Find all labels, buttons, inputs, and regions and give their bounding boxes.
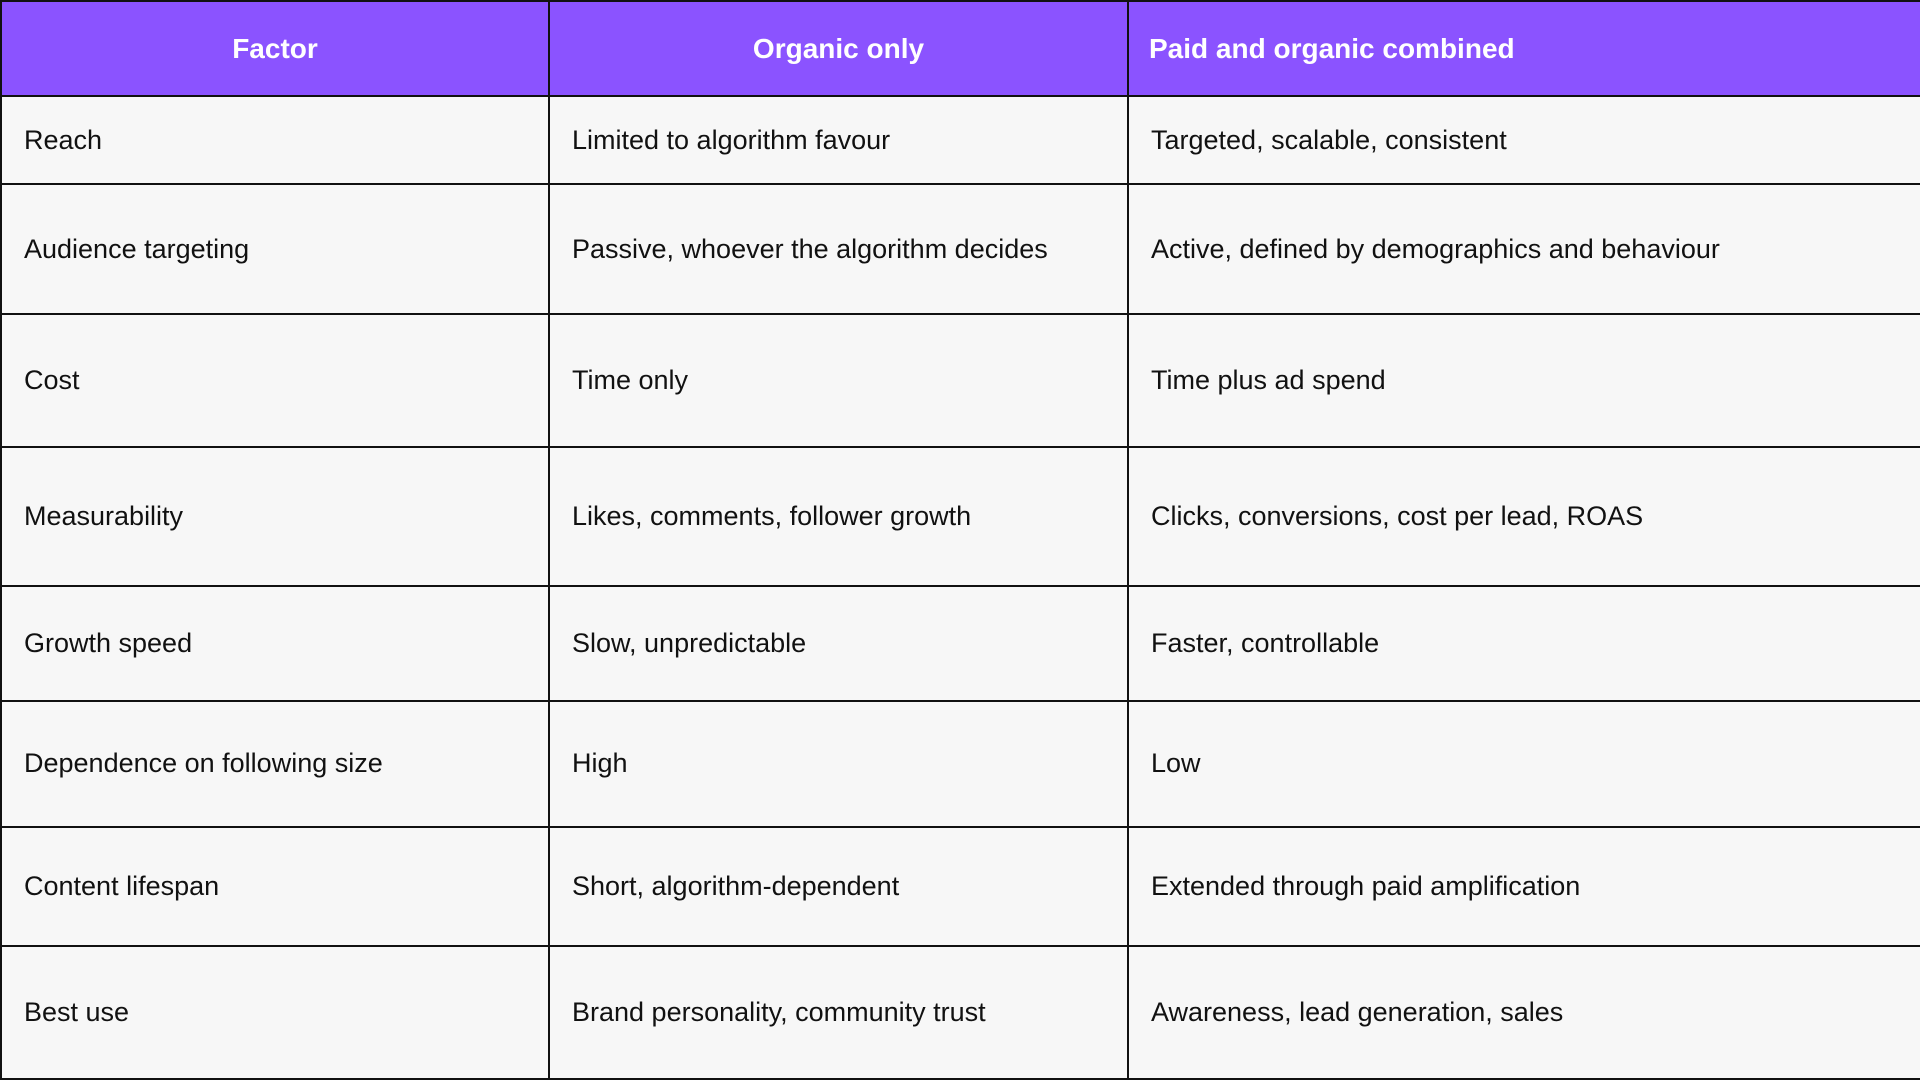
organic-cell: High (548, 699, 1129, 828)
table-row: Content lifespan Short, algorithm-depend… (0, 825, 1920, 947)
header-row: Factor Organic only Paid and organic com… (0, 0, 1920, 97)
combined-cell: Clicks, conversions, cost per lead, ROAS (1127, 446, 1920, 588)
header-organic-only: Organic only (548, 0, 1129, 97)
table-row: Measurability Likes, comments, follower … (0, 446, 1920, 588)
factor-cell: Cost (0, 313, 550, 449)
factor-cell: Measurability (0, 446, 550, 588)
table-row: Dependence on following size High Low (0, 699, 1920, 828)
table-row: Audience targeting Passive, whoever the … (0, 183, 1920, 316)
table-row: Cost Time only Time plus ad spend (0, 313, 1920, 449)
table-row: Reach Limited to algorithm favour Target… (0, 94, 1920, 186)
factor-cell: Dependence on following size (0, 699, 550, 828)
header-paid-and-organic: Paid and organic combined (1127, 0, 1920, 97)
factor-cell: Best use (0, 944, 550, 1080)
combined-cell: Low (1127, 699, 1920, 828)
organic-cell: Time only (548, 313, 1129, 449)
organic-cell: Limited to algorithm favour (548, 94, 1129, 186)
organic-cell: Short, algorithm-dependent (548, 825, 1129, 947)
combined-cell: Awareness, lead generation, sales (1127, 944, 1920, 1080)
combined-cell: Faster, controllable (1127, 585, 1920, 702)
factor-cell: Growth speed (0, 585, 550, 702)
combined-cell: Targeted, scalable, consistent (1127, 94, 1920, 186)
combined-cell: Active, defined by demographics and beha… (1127, 183, 1920, 316)
combined-cell: Time plus ad spend (1127, 313, 1920, 449)
factor-cell: Audience targeting (0, 183, 550, 316)
organic-cell: Passive, whoever the algorithm decides (548, 183, 1129, 316)
organic-cell: Brand personality, community trust (548, 944, 1129, 1080)
organic-cell: Slow, unpredictable (548, 585, 1129, 702)
header-factor: Factor (0, 0, 550, 97)
factor-cell: Reach (0, 94, 550, 186)
table-row: Growth speed Slow, unpredictable Faster,… (0, 585, 1920, 702)
combined-cell: Extended through paid amplification (1127, 825, 1920, 947)
table-row: Best use Brand personality, community tr… (0, 944, 1920, 1080)
organic-cell: Likes, comments, follower growth (548, 446, 1129, 588)
factor-cell: Content lifespan (0, 825, 550, 947)
